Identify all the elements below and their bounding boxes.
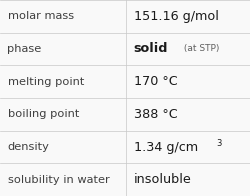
Text: molar mass: molar mass bbox=[8, 11, 74, 21]
Text: solubility in water: solubility in water bbox=[8, 175, 109, 185]
Text: solid: solid bbox=[134, 43, 168, 55]
Text: 170 °C: 170 °C bbox=[134, 75, 178, 88]
Text: 388 °C: 388 °C bbox=[134, 108, 178, 121]
Text: (at STP): (at STP) bbox=[181, 44, 219, 54]
Text: 1.34 g/cm: 1.34 g/cm bbox=[134, 141, 198, 153]
Text: phase: phase bbox=[8, 44, 42, 54]
Text: melting point: melting point bbox=[8, 77, 84, 87]
Text: density: density bbox=[8, 142, 50, 152]
Text: boiling point: boiling point bbox=[8, 109, 79, 119]
Text: 151.16 g/mol: 151.16 g/mol bbox=[134, 10, 218, 23]
Text: 3: 3 bbox=[216, 139, 222, 148]
Text: insoluble: insoluble bbox=[134, 173, 192, 186]
